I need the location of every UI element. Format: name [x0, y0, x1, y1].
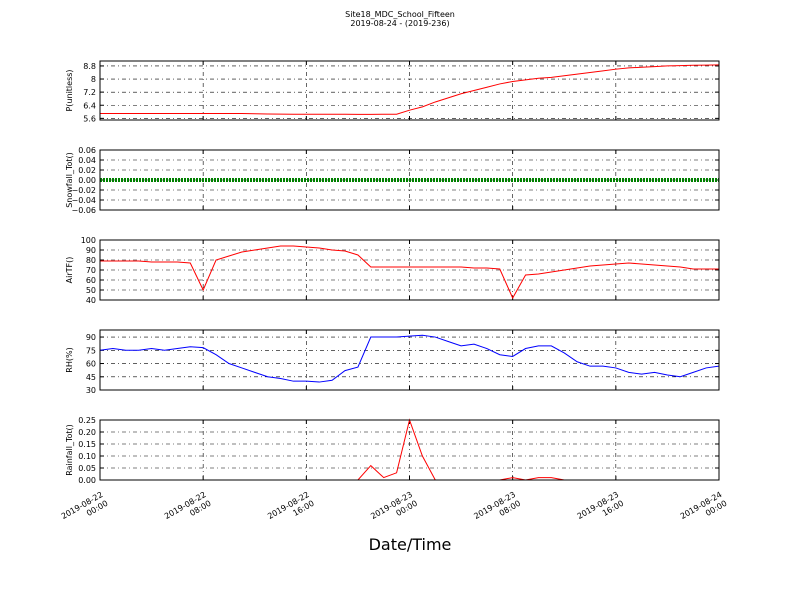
y-tick-label: 100 — [81, 236, 96, 245]
y-tick-label: 0.20 — [78, 428, 96, 437]
y-tick-label: 0.25 — [78, 416, 96, 425]
plot-frame — [99, 149, 720, 211]
y-tick-label: 90 — [86, 333, 96, 342]
plot-frame — [99, 329, 720, 391]
plot-frame — [99, 239, 720, 301]
y-axis-label: P(unitless) — [65, 69, 74, 111]
y-tick-label: 8.8 — [83, 62, 96, 71]
data-line — [100, 245, 719, 300]
y-tick-label: 30 — [86, 386, 96, 395]
data-line — [100, 64, 720, 115]
y-tick-label: 8 — [91, 75, 96, 84]
data-line — [99, 334, 720, 383]
y-tick-label: 60 — [86, 360, 96, 369]
y-tick-label: 0.05 — [78, 464, 96, 473]
plot-frame — [99, 60, 720, 121]
y-tick-label: −0.02 — [71, 186, 96, 195]
y-tick-label: 60 — [86, 276, 96, 285]
y-tick-label: 0.00 — [78, 176, 96, 185]
y-tick-label: 0.00 — [78, 476, 96, 485]
y-tick-label: −0.06 — [71, 206, 96, 215]
y-tick-label: 0.15 — [78, 440, 96, 449]
y-tick-label: 90 — [86, 246, 96, 255]
y-tick-label: 5.6 — [83, 114, 96, 123]
chart-subtitle: 2019-08-24 - (2019-236) — [350, 19, 449, 28]
y-tick-label: 75 — [86, 346, 96, 355]
y-tick-label: 0.10 — [78, 452, 96, 461]
plot-frame — [99, 419, 720, 481]
y-tick-label: 0.06 — [78, 146, 96, 155]
y-tick-label: 50 — [86, 286, 96, 295]
y-axis-label: RH(%) — [65, 347, 74, 372]
y-tick-label: 40 — [86, 296, 96, 305]
y-tick-label: −0.04 — [71, 196, 96, 205]
y-axis-label: Rainfall_Tot() — [65, 424, 74, 476]
y-tick-label: 7.2 — [83, 88, 96, 97]
chart-title: Site18_MDC_School_Fifteen — [345, 10, 455, 19]
y-tick-label: 0.04 — [78, 156, 96, 165]
y-tick-label: 45 — [86, 373, 96, 382]
y-tick-label: 6.4 — [83, 101, 96, 110]
y-tick-label: 0.02 — [78, 166, 96, 175]
y-tick-label: 80 — [86, 256, 96, 265]
y-axis-label: Snowfall_Tot() — [65, 152, 74, 208]
y-tick-label: 70 — [86, 266, 96, 275]
y-axis-label: AirTF() — [65, 257, 74, 284]
x-axis-label: Date/Time — [369, 535, 452, 554]
